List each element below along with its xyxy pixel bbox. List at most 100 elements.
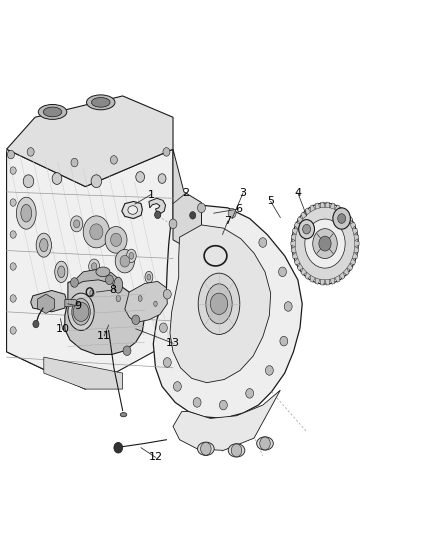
Polygon shape	[294, 222, 300, 229]
Polygon shape	[343, 268, 349, 275]
Circle shape	[259, 238, 267, 247]
Text: 3: 3	[240, 188, 247, 198]
Polygon shape	[7, 149, 85, 389]
Polygon shape	[350, 258, 356, 265]
Polygon shape	[343, 212, 349, 219]
Polygon shape	[125, 281, 167, 322]
Circle shape	[163, 148, 170, 156]
Polygon shape	[122, 201, 142, 219]
Polygon shape	[301, 212, 307, 219]
Ellipse shape	[55, 261, 68, 282]
Circle shape	[83, 216, 110, 248]
Circle shape	[155, 211, 161, 219]
Circle shape	[123, 346, 131, 356]
Circle shape	[173, 382, 181, 391]
Polygon shape	[292, 229, 298, 235]
Circle shape	[23, 175, 34, 188]
Polygon shape	[355, 240, 359, 247]
Text: 5: 5	[267, 197, 274, 206]
Ellipse shape	[129, 253, 134, 259]
Ellipse shape	[154, 301, 157, 306]
Circle shape	[299, 220, 314, 239]
Polygon shape	[297, 263, 303, 270]
Polygon shape	[7, 149, 173, 389]
Polygon shape	[330, 278, 335, 284]
Ellipse shape	[145, 271, 153, 283]
Ellipse shape	[147, 274, 151, 280]
Polygon shape	[31, 290, 67, 312]
Polygon shape	[72, 269, 122, 288]
Circle shape	[90, 224, 103, 240]
Polygon shape	[291, 235, 296, 240]
Polygon shape	[173, 149, 201, 256]
Text: 10: 10	[56, 325, 70, 334]
Text: 2: 2	[183, 188, 190, 198]
Ellipse shape	[43, 107, 62, 117]
Ellipse shape	[38, 104, 67, 119]
Ellipse shape	[152, 298, 159, 309]
Ellipse shape	[87, 95, 115, 110]
Circle shape	[246, 389, 254, 398]
Text: 9: 9	[74, 301, 81, 311]
Ellipse shape	[198, 273, 240, 335]
Polygon shape	[350, 222, 356, 229]
Circle shape	[27, 148, 34, 156]
Ellipse shape	[120, 413, 127, 417]
Ellipse shape	[92, 263, 97, 270]
Polygon shape	[297, 217, 303, 224]
Ellipse shape	[68, 293, 94, 330]
Circle shape	[71, 278, 78, 287]
Polygon shape	[352, 229, 358, 235]
Ellipse shape	[257, 437, 273, 450]
Circle shape	[265, 366, 273, 375]
Circle shape	[305, 219, 345, 268]
Circle shape	[260, 437, 270, 450]
Circle shape	[169, 219, 177, 229]
Circle shape	[228, 208, 236, 218]
Ellipse shape	[58, 266, 65, 278]
Circle shape	[159, 323, 167, 333]
Ellipse shape	[127, 249, 136, 263]
Circle shape	[132, 315, 140, 325]
Polygon shape	[65, 277, 145, 354]
Ellipse shape	[198, 442, 214, 455]
Ellipse shape	[16, 197, 36, 229]
Polygon shape	[291, 240, 295, 247]
Polygon shape	[335, 205, 340, 212]
Ellipse shape	[228, 443, 245, 457]
Polygon shape	[315, 203, 320, 209]
Polygon shape	[7, 96, 173, 187]
Circle shape	[115, 249, 134, 273]
Circle shape	[106, 275, 113, 285]
Circle shape	[284, 302, 292, 311]
Polygon shape	[339, 208, 345, 215]
Ellipse shape	[138, 295, 142, 302]
Circle shape	[319, 236, 331, 251]
Circle shape	[110, 233, 121, 247]
Polygon shape	[325, 279, 330, 285]
Polygon shape	[292, 253, 298, 259]
Ellipse shape	[90, 290, 94, 296]
Circle shape	[10, 167, 16, 174]
Ellipse shape	[39, 239, 48, 252]
Polygon shape	[339, 272, 345, 279]
Polygon shape	[65, 300, 78, 306]
Polygon shape	[153, 205, 302, 418]
Circle shape	[279, 267, 286, 277]
Polygon shape	[310, 276, 315, 282]
Circle shape	[10, 327, 16, 334]
Polygon shape	[315, 278, 320, 284]
Circle shape	[105, 227, 127, 253]
Polygon shape	[305, 208, 311, 215]
Circle shape	[231, 444, 242, 457]
Polygon shape	[291, 247, 296, 253]
Polygon shape	[173, 390, 280, 450]
Text: 13: 13	[166, 338, 180, 348]
Polygon shape	[170, 225, 271, 383]
Circle shape	[10, 231, 16, 238]
Text: 4: 4	[294, 188, 301, 198]
Circle shape	[10, 295, 16, 302]
Ellipse shape	[36, 233, 52, 257]
Text: 7: 7	[224, 216, 231, 226]
Ellipse shape	[206, 284, 232, 324]
